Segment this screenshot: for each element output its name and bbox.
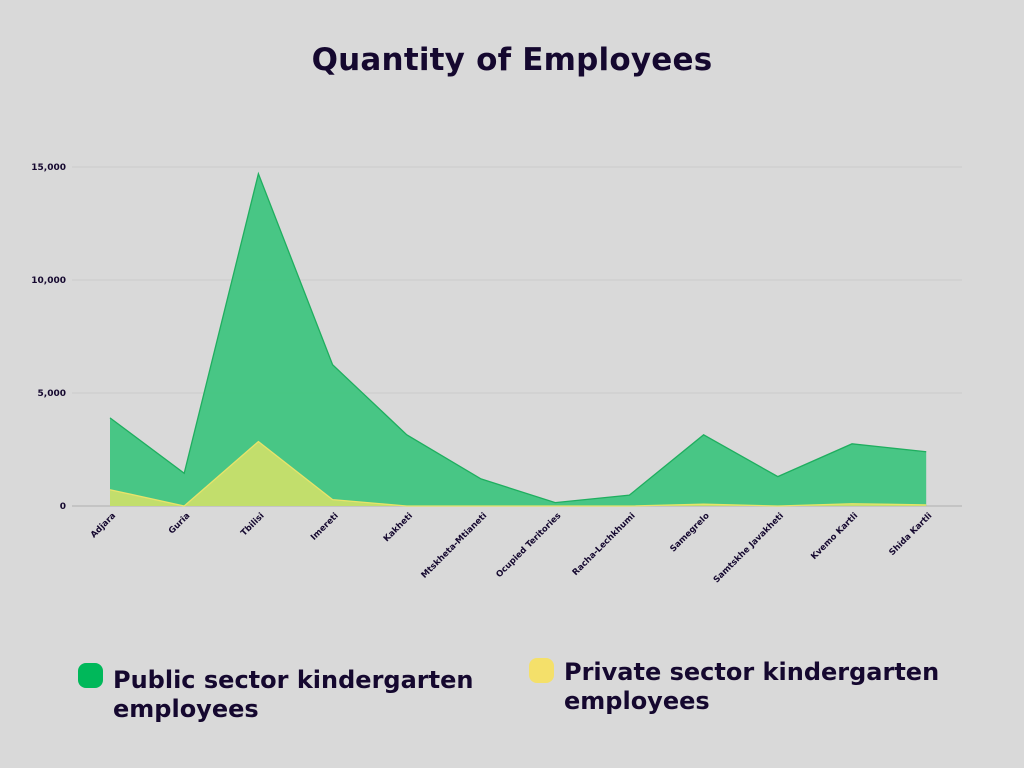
y-tick-label: 5,000 (38, 389, 66, 399)
x-tick-label: Shida Kartli (887, 511, 934, 558)
legend-swatch-private (529, 658, 554, 683)
x-tick-label: Kakheti (382, 511, 415, 544)
x-tick-label: Adjara (89, 511, 118, 540)
area-private (110, 441, 927, 506)
chart-title: Quantity of Employees (311, 42, 713, 78)
y-tick-label: 10,000 (31, 276, 66, 286)
area-public (110, 173, 927, 506)
x-tick-label: Kvemo Kartli (809, 511, 860, 562)
x-tick-label: Imereti (309, 511, 341, 543)
x-tick-label: Samegrelo (668, 511, 711, 554)
area-series (109, 171, 927, 507)
x-axis-ticks: Adjara Guria Tbilisi Imereti Kakheti Mtskheta… (89, 511, 934, 585)
x-tick-label: Mtskheta-Mtianeti (420, 511, 490, 581)
x-tick-label: Guria (167, 511, 193, 537)
series-line-public (109, 171, 927, 504)
x-tick-label: Samtskhe Javakheti (712, 511, 786, 585)
legend-label-public: Public sector kindergarten employees (113, 666, 474, 723)
y-tick-label: 0 (60, 502, 66, 512)
x-tick-label: Tbilisi (239, 511, 266, 538)
series-line-private (109, 440, 927, 507)
x-tick-label: Ocupied Teritories (494, 511, 563, 580)
legend-label-private: Private sector kindergarten employees (564, 658, 940, 715)
legend-swatch-public (78, 663, 103, 688)
legend: Public sector kindergarten employees Pri… (0, 658, 1024, 738)
y-tick-label: 15,000 (31, 163, 66, 173)
y-axis-ticks: 0 5,000 10,000 15,000 (31, 163, 66, 512)
x-tick-label: Racha-Lechkhumi (571, 511, 638, 578)
area-chart: 0 5,000 10,000 15,000 Adjara Guria Tbilisi Ime… (31, 163, 962, 585)
legend-item-public: Public sector kindergarten employees (78, 663, 508, 723)
legend-item-private: Private sector kindergarten employees (529, 658, 969, 716)
